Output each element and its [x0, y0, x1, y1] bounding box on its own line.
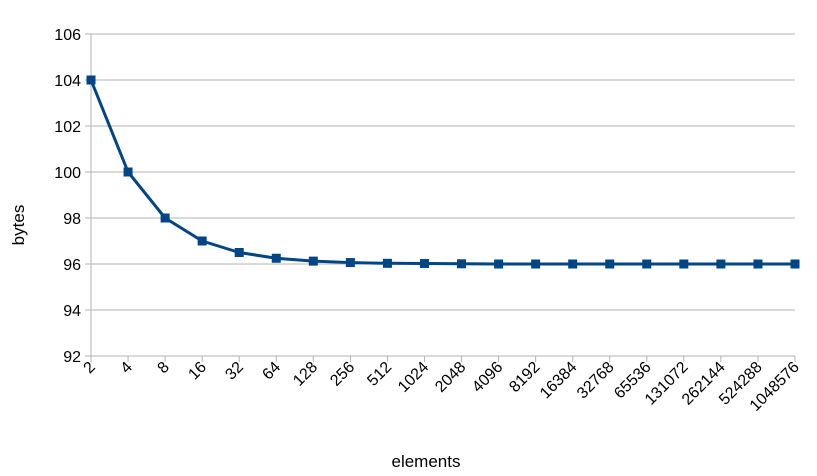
- x-tick-label: 2048: [432, 359, 469, 396]
- series-layer: [86, 75, 800, 269]
- x-tick-label: 32: [222, 359, 247, 384]
- gridlines: [91, 33, 795, 357]
- data-point: [234, 248, 244, 257]
- x-tick-label: 2: [81, 359, 99, 377]
- data-point: [605, 259, 615, 269]
- x-tick-label: 4096: [469, 359, 506, 396]
- data-point: [494, 259, 504, 269]
- y-tick-label: 104: [54, 73, 81, 90]
- y-tick-label: 100: [54, 165, 81, 182]
- data-point: [160, 213, 170, 223]
- y-tick-label: 106: [54, 27, 81, 44]
- data-point: [568, 259, 578, 269]
- data-point: [419, 259, 429, 269]
- x-tick-label: 1024: [395, 359, 432, 396]
- data-point: [531, 259, 541, 269]
- y-tick-label: 98: [63, 211, 81, 228]
- x-tick-label: 32768: [574, 359, 618, 403]
- data-point: [753, 259, 763, 269]
- series-line: [89, 79, 795, 266]
- data-point: [679, 259, 689, 269]
- x-tick-label: 16384: [537, 359, 581, 403]
- data-point: [716, 259, 726, 269]
- data-point: [86, 75, 96, 85]
- data-point: [345, 258, 355, 268]
- y-tick-label: 102: [54, 119, 81, 136]
- data-point: [382, 258, 392, 268]
- x-tick-label: 8: [155, 359, 173, 377]
- x-tick-label: 512: [364, 359, 395, 390]
- data-point: [197, 236, 207, 246]
- axes: [85, 33, 796, 362]
- data-point: [308, 256, 318, 266]
- y-tick-label: 96: [63, 257, 81, 274]
- x-tick-label: 128: [290, 359, 321, 390]
- data-point: [642, 259, 652, 269]
- x-tick-label: 4: [118, 359, 136, 377]
- y-axis-title: bytes: [9, 205, 28, 246]
- data-point: [790, 259, 800, 269]
- y-tick-label: 94: [63, 303, 81, 320]
- x-axis-title: elements: [392, 452, 461, 471]
- y-tick-label: 92: [63, 349, 81, 366]
- x-tick-label: 16: [185, 359, 210, 384]
- data-point: [271, 253, 281, 263]
- x-tick-label: 64: [259, 359, 284, 384]
- x-tick-label: 256: [327, 359, 358, 390]
- data-point: [457, 259, 467, 269]
- data-point: [123, 167, 133, 177]
